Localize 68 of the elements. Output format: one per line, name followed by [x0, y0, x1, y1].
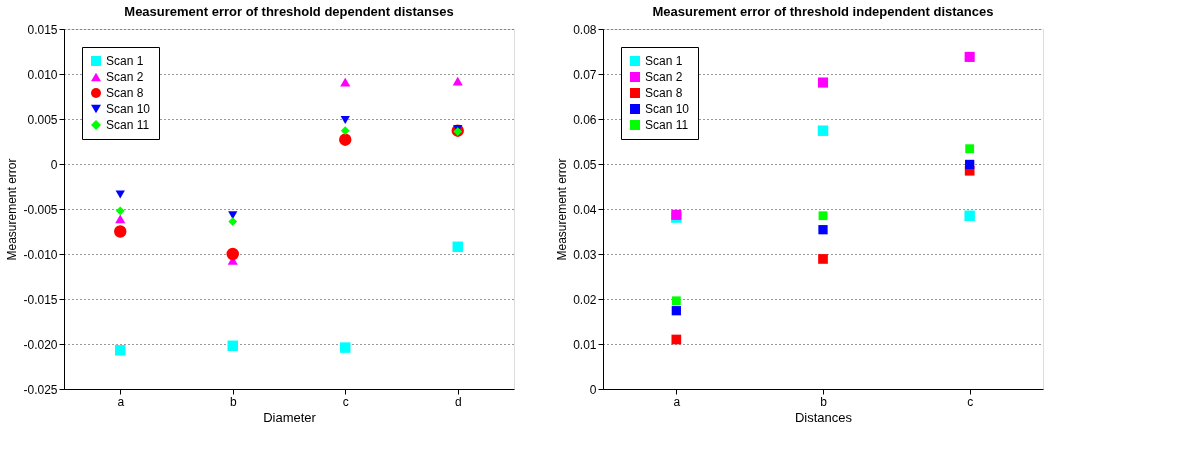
y-tick-label: 0.06: [573, 112, 597, 127]
point: [115, 214, 126, 224]
point: [817, 77, 829, 88]
point: [671, 296, 681, 306]
point: [671, 334, 682, 345]
legend-label: Scan 10: [106, 102, 151, 116]
x-tick-label: b: [229, 394, 237, 409]
y-tick-label: 0.03: [573, 247, 597, 262]
y-tick-label: -0.015: [23, 292, 58, 307]
y-tick-label: 0.02: [573, 292, 597, 307]
y-tick-label: -0.005: [23, 202, 58, 217]
legend-label: Scan 1: [645, 54, 683, 68]
point: [818, 225, 828, 235]
y-tick-label: 0: [589, 382, 597, 397]
point: [226, 247, 239, 261]
y-tick-label: 0: [50, 157, 58, 172]
point: [228, 217, 238, 227]
point: [818, 254, 828, 264]
point: [452, 76, 463, 86]
point: [965, 144, 975, 154]
x-axis-title: Distances: [794, 409, 853, 425]
y-tick-label: 0.015: [27, 22, 58, 37]
legend-label: Scan 11: [645, 118, 689, 132]
y-tick-label: 0.08: [573, 22, 597, 37]
y-axis-title: Measurement error: [555, 158, 570, 261]
point: [115, 206, 125, 216]
point: [964, 210, 975, 221]
y-tick-label: 0.01: [573, 337, 597, 352]
chart-title: Measurement error of threshold independent distances: [652, 4, 994, 19]
legend-label: Scan 8: [645, 86, 683, 100]
point: [114, 225, 127, 238]
point: [340, 115, 350, 124]
chart-title: Measurement error of threshold dependent distanses: [124, 4, 454, 19]
y-tick-label: -0.010: [23, 247, 58, 262]
x-tick-label: d: [454, 394, 462, 409]
y-tick-label: 0.04: [573, 202, 597, 217]
legend-label: Scan 10: [645, 102, 690, 116]
legend-label: Scan 8: [106, 86, 144, 100]
point: [671, 306, 681, 316]
y-tick-label: -0.020: [23, 337, 58, 352]
point: [340, 342, 351, 353]
y-tick-label: 0.010: [27, 67, 58, 82]
y-tick-label: 0.07: [573, 67, 597, 82]
point: [964, 51, 975, 62]
y-tick-label: 0.05: [573, 157, 597, 172]
point: [965, 159, 975, 170]
x-tick-label: a: [673, 394, 681, 409]
legend-label: Scan 1: [106, 54, 144, 68]
x-tick-label: a: [117, 394, 125, 409]
point: [227, 340, 238, 352]
legend-label: Scan 2: [106, 70, 144, 84]
point: [228, 211, 238, 220]
x-tick-label: c: [967, 394, 974, 409]
x-axis-title: Diameter: [263, 409, 317, 425]
y-tick-label: 0.005: [27, 112, 58, 127]
y-tick-label: -0.025: [23, 382, 58, 397]
legend-label: Scan 11: [106, 118, 150, 132]
point: [340, 126, 350, 136]
point: [115, 345, 126, 356]
point: [817, 125, 829, 136]
x-tick-label: b: [820, 394, 828, 409]
x-tick-label: c: [342, 394, 349, 409]
point: [452, 241, 463, 253]
point: [339, 133, 352, 146]
y-axis-title: Measurement error: [5, 158, 20, 261]
point: [340, 77, 351, 87]
legend-label: Scan 2: [645, 70, 683, 84]
point: [818, 211, 828, 221]
